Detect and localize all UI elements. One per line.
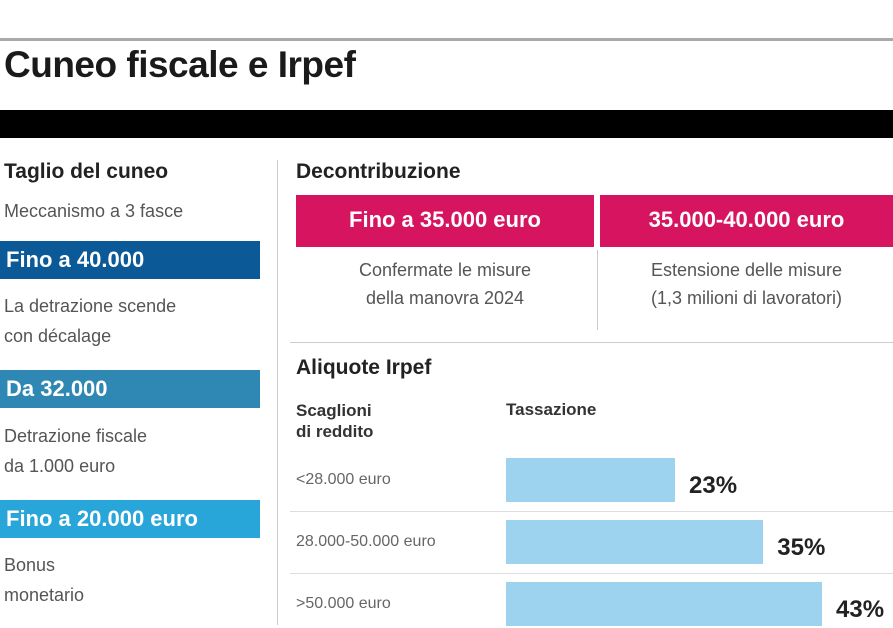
- decontribuzione-desc-2: Estensione delle misure (1,3 milioni di l…: [650, 260, 843, 308]
- band-32000: Da 32.000: [0, 370, 260, 408]
- decontribuzione-box-1: Fino a 35.000 euro: [296, 195, 594, 247]
- desc-divider: [597, 250, 598, 330]
- redaction-bar: [0, 110, 893, 138]
- top-rule: [0, 38, 893, 41]
- band-desc: Bonus monetario: [4, 555, 85, 605]
- cuneo-heading: Taglio del cuneo: [4, 160, 169, 183]
- category-label: 28.000-50.000 euro: [296, 533, 436, 550]
- column-divider: [277, 160, 278, 625]
- decontribuzione-heading: Decontribuzione: [296, 160, 461, 183]
- decontribuzione-desc-1: Confermate le misure della manovra 2024: [358, 260, 532, 308]
- chart-title: Aliquote Irpef: [296, 356, 432, 379]
- band-desc: Detrazione fiscale da 1.000 euro: [4, 426, 148, 476]
- decontribuzione-box-2: 35.000-40.000 euro: [600, 195, 893, 247]
- section-rule: [290, 342, 893, 343]
- x-axis-label: Tassazione: [506, 400, 597, 419]
- value-label: 43%: [836, 596, 885, 623]
- category-label: <28.000 euro: [296, 471, 391, 488]
- bar: [506, 458, 676, 502]
- category-label: >50.000 euro: [296, 595, 391, 612]
- row-divider: [290, 511, 893, 512]
- band-40000: Fino a 40.000: [0, 241, 260, 279]
- page-title: Cuneo fiscale e Irpef: [4, 44, 356, 85]
- value-label: 35%: [777, 534, 826, 561]
- value-label: 23%: [689, 472, 738, 499]
- band-20000: Fino a 20.000 euro: [0, 500, 260, 538]
- band-desc: La detrazione scende con décalage: [4, 296, 177, 346]
- bar: [506, 520, 764, 564]
- y-axis-label: Scaglioni di reddito: [296, 401, 374, 441]
- band-label: Da 32.000: [6, 376, 108, 401]
- bar: [506, 582, 823, 626]
- band-label: Fino a 20.000 euro: [6, 506, 198, 531]
- row-divider: [290, 573, 893, 574]
- band-label: Fino a 40.000: [6, 247, 145, 272]
- cuneo-subheading: Meccanismo a 3 fasce: [4, 201, 184, 221]
